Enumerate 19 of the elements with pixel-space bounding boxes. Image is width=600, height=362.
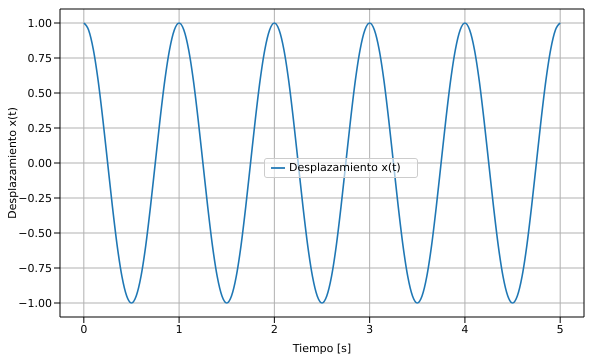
x-tick-label: 4 <box>461 322 468 336</box>
y-tick-label: −1.00 <box>18 296 52 310</box>
y-tick-label: −0.75 <box>18 262 52 275</box>
line-series <box>83 22 561 304</box>
x-tick-label: 2 <box>270 322 278 336</box>
y-tick-label: 0.75 <box>28 52 52 65</box>
y-tick-label: 0.00 <box>28 156 52 170</box>
x-tick-label: 1 <box>176 322 183 336</box>
y-tick-label: 0.25 <box>28 122 52 135</box>
legend-label: Desplazamiento x(t) <box>289 161 401 174</box>
x-tick-label: 0 <box>80 322 88 336</box>
y-tick-label: 1.00 <box>28 16 52 30</box>
x-tick-label: 3 <box>366 322 374 336</box>
y-tick-label: −0.50 <box>18 226 52 240</box>
x-axis-title: Tiempo [s] <box>292 342 352 355</box>
x-tick-label: 5 <box>556 322 564 336</box>
y-axis-title: Desplazamiento x(t) <box>6 107 19 219</box>
y-tick-label: −0.25 <box>18 192 52 205</box>
y-tick-label: 0.50 <box>28 86 52 100</box>
